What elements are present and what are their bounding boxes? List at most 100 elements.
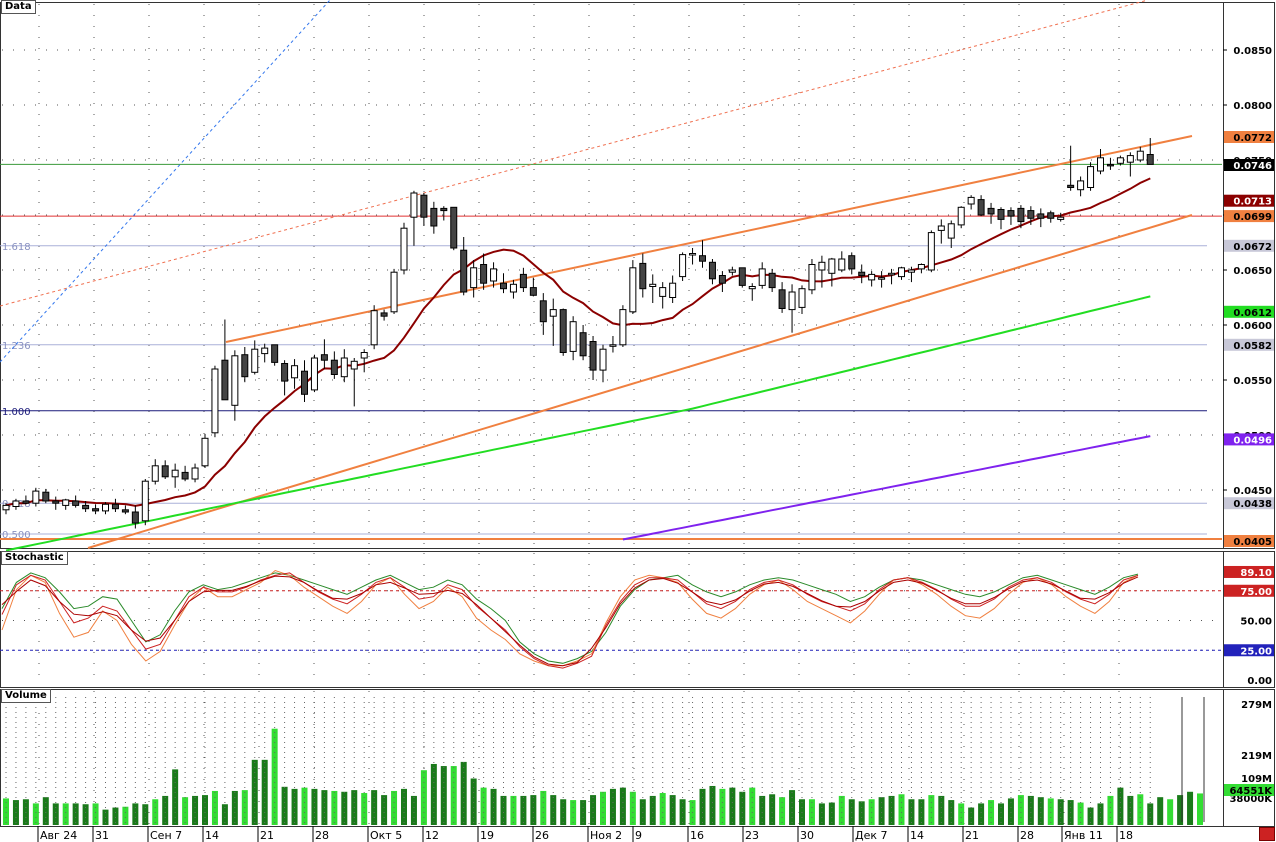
price-tag-bg [1224,210,1274,223]
candle-body [1057,216,1065,220]
price-tick-label: 0.0450 [1233,486,1272,497]
candle-body [480,264,488,284]
volume-bar [450,766,457,825]
stoch-series-line [1,572,1139,669]
price-tag: 0.0672 [1233,242,1272,253]
candle-body [888,272,896,276]
candle-body [111,503,119,510]
candle-body [1047,212,1055,219]
panel-frame [0,2,1275,549]
candle-body [231,355,239,406]
candle-body [12,500,20,507]
volume-bar [1147,803,1154,825]
volume-bar [898,794,905,825]
candle-body [718,275,726,284]
volume-bar [361,793,368,825]
volume-bar [271,728,278,825]
volume-tag: 64551K [1229,786,1273,797]
price-tag-bg [1224,433,1274,446]
volume-bar [341,791,348,825]
volume-tick-label: 219M [1241,751,1272,762]
price-tag: 0.0496 [1233,435,1272,446]
candle-body [82,504,90,510]
x-tick-label: 16 [690,829,704,842]
volume-bar [649,795,656,825]
volume-bar [202,795,208,825]
candle-body [72,500,80,506]
candle-body [102,503,109,512]
ma-mid-line [5,295,1151,552]
channel-upper-line [225,135,1193,343]
volume-bar [759,795,766,825]
price-tag-bg [1224,159,1274,171]
volume-bar [92,803,99,825]
x-tick-label: 23 [745,829,759,842]
volume-bar [878,797,885,825]
price-tick-label: 0.0550 [1233,376,1272,387]
candle-body [1017,207,1025,223]
volume-bar [858,801,865,825]
candle-body [191,467,199,480]
stochastic-lines [0,569,1222,669]
price-tag: 0.0405 [1233,537,1272,548]
candle-body [957,206,965,226]
candle-body [2,504,10,511]
volume-bar [480,787,487,825]
moving-averages [5,177,1151,552]
price-tick-label: 0.0800 [1233,101,1272,112]
volume-bar [82,804,89,825]
candle-body [460,249,468,293]
price-tag-bg [1224,131,1274,143]
price-tag-bg [1224,194,1274,207]
volume-bar [470,778,477,825]
candle-body [410,192,418,218]
volume-bar [112,807,119,825]
stoch-tag-bg [1224,584,1274,597]
candle-body [907,269,915,273]
candle-body [251,348,259,373]
fan-line [0,0,331,363]
volume-bar [311,788,318,825]
volume-tick-label: 109M [1241,774,1272,785]
candle-body [1116,157,1124,164]
candle-body [490,268,498,282]
candle-body [868,273,876,281]
stoch-tag: 75.00 [1240,587,1272,598]
axes: 0.04500.05000.05500.06000.06500.07000.07… [37,46,1273,842]
stoch-tag: 25.00 [1240,646,1272,657]
x-tick-label: 12 [425,829,439,842]
volume-bar [550,795,557,825]
fib-level-label: 1.618 [2,242,31,253]
price-tag-bg [1224,535,1274,547]
scroll-corner-icon[interactable] [1259,827,1275,841]
stoch-tag-bg [1224,644,1274,657]
candle-body [808,264,816,291]
x-tick-label: 14 [910,829,924,842]
volume-bar [1097,803,1104,825]
price-tick-label: 0.0850 [1233,46,1272,57]
candle-body [42,491,50,502]
candle-body [201,437,209,467]
x-tick-label: Сен 7 [150,829,182,842]
candle-body [519,273,527,289]
trend-channel [0,0,1193,549]
candle-body [699,255,706,262]
volume-bar [659,793,666,825]
candle-body [271,344,279,363]
volume-bar [42,797,49,825]
volume-bar [122,806,129,825]
price-tag: 0.0699 [1233,212,1272,223]
candle-body [559,309,567,354]
stoch-series-line [1,572,1139,664]
x-tick-label: Авг 24 [40,829,77,842]
volume-bar [3,798,9,825]
candle-body [838,258,846,271]
volume-tag-bg [1224,784,1274,796]
candle-body [390,271,398,313]
volume-bar [978,803,985,825]
volume-bar [1117,787,1124,825]
candle-body [121,509,129,513]
candle-body [181,471,189,480]
candle-body [1027,210,1035,219]
price-tags: 0.0772 0.0746 0.0713 0.0699 0.0672 0.0612 0.05… [1224,131,1274,797]
